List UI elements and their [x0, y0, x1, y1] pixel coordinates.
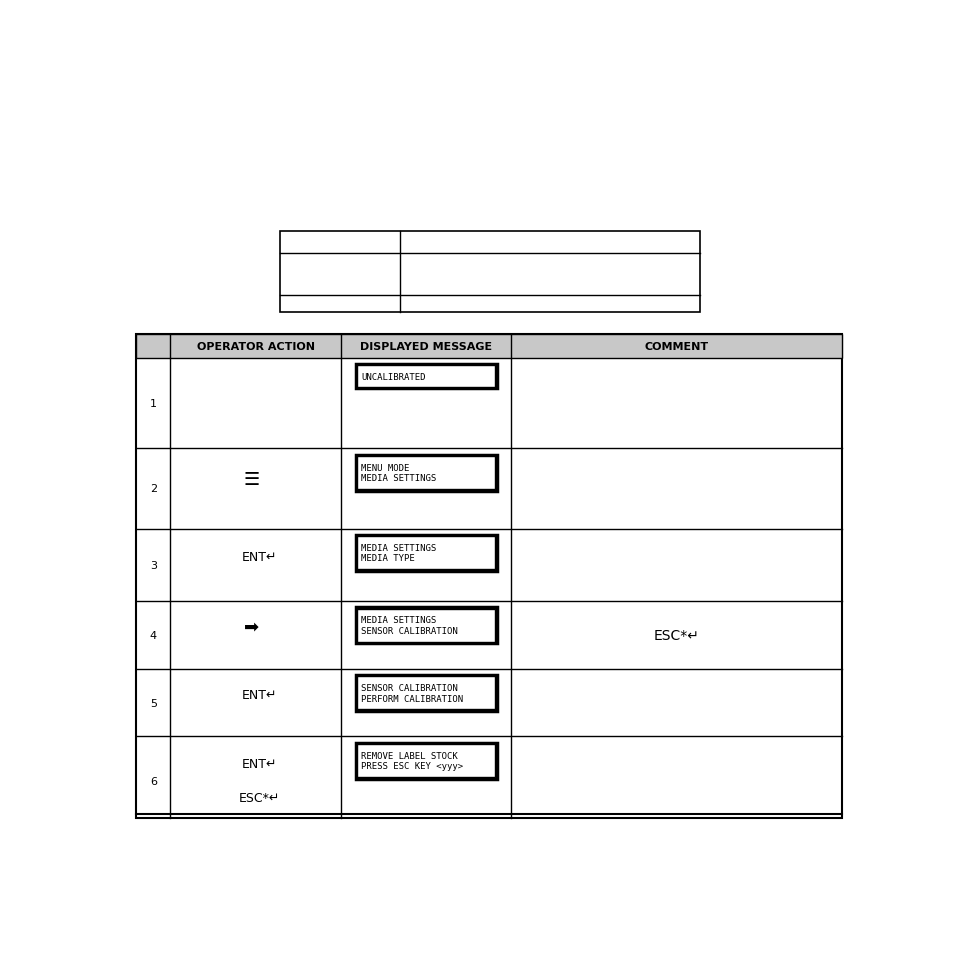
Text: ➡: ➡	[244, 618, 259, 636]
Text: ENT↵: ENT↵	[241, 757, 277, 770]
Bar	[356, 456, 495, 490]
Text: ☰: ☰	[243, 471, 259, 488]
Bar	[356, 744, 495, 778]
Bar	[136, 335, 841, 358]
Bar	[355, 742, 497, 779]
Text: MEDIA SETTINGS
SENSOR CALIBRATION: MEDIA SETTINGS SENSOR CALIBRATION	[360, 616, 457, 636]
Text: 2: 2	[150, 484, 156, 494]
Text: OPERATOR ACTION: OPERATOR ACTION	[196, 342, 314, 352]
Text: 5: 5	[150, 698, 156, 708]
Bar	[279, 232, 700, 313]
Bar	[355, 607, 497, 643]
Bar	[356, 609, 495, 642]
Text: COMMENT: COMMENT	[643, 342, 708, 352]
Bar	[355, 364, 497, 389]
Text: 1: 1	[150, 398, 156, 409]
Text: SENSOR CALIBRATION
PERFORM CALIBRATION: SENSOR CALIBRATION PERFORM CALIBRATION	[360, 683, 463, 703]
Bar	[356, 366, 495, 388]
Text: UNCALIBRATED: UNCALIBRATED	[360, 373, 425, 381]
Text: DISPLAYED MESSAGE: DISPLAYED MESSAGE	[359, 342, 492, 352]
Text: 4: 4	[150, 630, 156, 640]
Text: ESC*↵: ESC*↵	[238, 791, 280, 803]
Bar	[136, 335, 841, 819]
Text: MEDIA SETTINGS
MEDIA TYPE: MEDIA SETTINGS MEDIA TYPE	[360, 543, 436, 563]
Text: 6: 6	[150, 777, 156, 786]
Text: ENT↵: ENT↵	[241, 688, 277, 701]
Text: MENU MODE
MEDIA SETTINGS: MENU MODE MEDIA SETTINGS	[360, 463, 436, 483]
Bar	[355, 535, 497, 571]
Text: ESC*↵: ESC*↵	[653, 628, 699, 642]
Text: REMOVE LABEL STOCK
PRESS ESC KEY <yyy>: REMOVE LABEL STOCK PRESS ESC KEY <yyy>	[360, 751, 463, 771]
Text: 3: 3	[150, 560, 156, 570]
Bar	[356, 537, 495, 570]
Bar	[356, 677, 495, 710]
Bar	[355, 675, 497, 711]
Text: ENT↵: ENT↵	[241, 550, 277, 563]
Bar	[355, 456, 497, 491]
